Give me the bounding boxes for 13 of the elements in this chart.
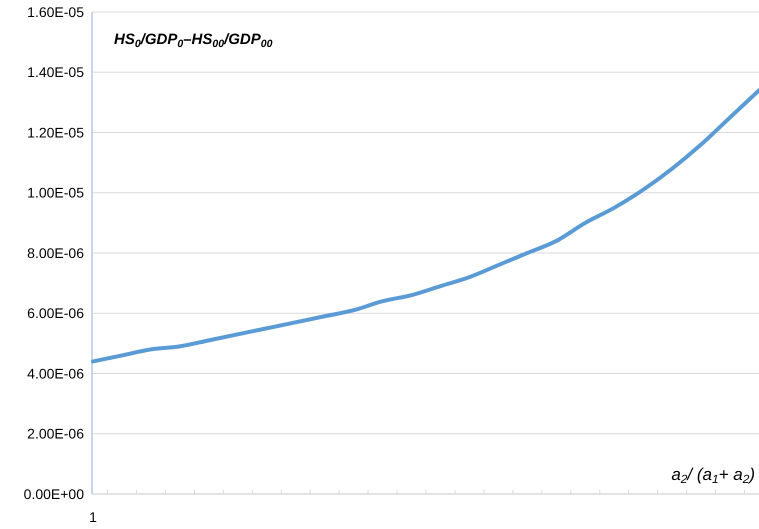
y-tick-label: 1.00E-05 [27, 184, 84, 201]
y-tick-label: 6.00E-06 [27, 305, 84, 322]
y-tick-label: 8.00E-06 [27, 244, 84, 261]
line-series [91, 88, 759, 364]
y-tick-label: 0.00E+00 [24, 486, 84, 502]
y-tick-label: 2.00E-06 [27, 426, 84, 442]
y-tick-label: 4.00E-06 [27, 365, 84, 382]
y-axis-title: HS$_{0}$/GDP$_{0}$–HS$_{00}$/GDP$_{00}$ [114, 31, 273, 50]
y-tick-label: 1.60E-05 [27, 4, 84, 20]
y-tick-label: 1.40E-05 [27, 64, 84, 80]
x-axis-title: a$_{2}$/ (a$_{1}$+ a$_{2}$) [671, 465, 755, 486]
x-tick-label: 1 [89, 509, 98, 525]
y-tick-label: 1.20E-05 [27, 124, 84, 140]
